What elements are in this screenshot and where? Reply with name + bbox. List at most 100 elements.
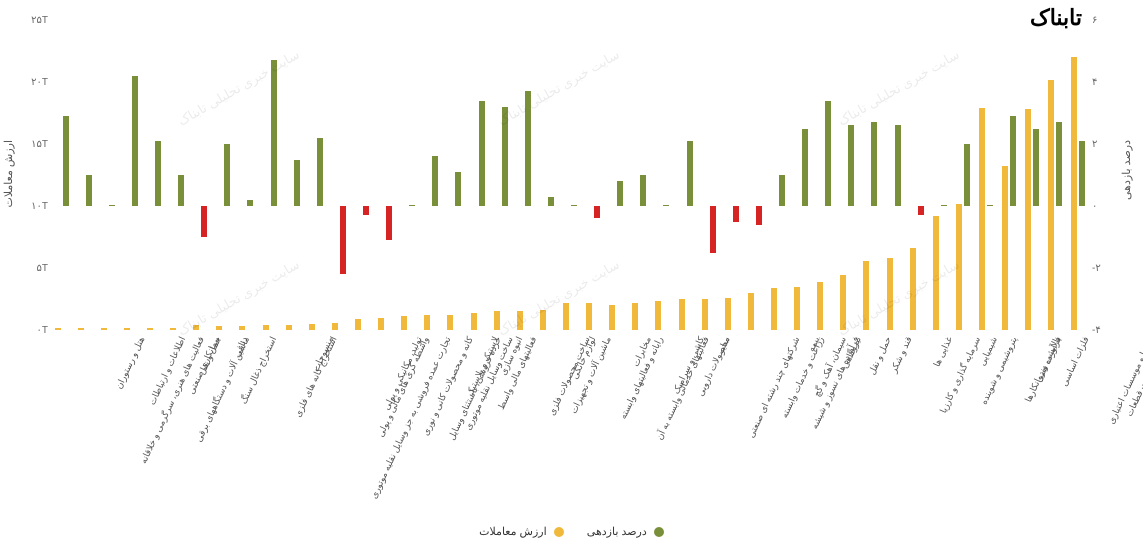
bar-group [724,20,740,330]
bar-group [77,20,93,330]
return-bar [409,205,415,206]
return-bar [63,116,69,206]
x-axis: خودرو و ساخت قطعاتبانکها و موسسات اعتبار… [50,330,1090,500]
return-bar [132,76,138,206]
return-bar [802,129,808,207]
return-bar [1056,122,1062,206]
legend-dot-value [554,527,564,537]
bar-group [747,20,763,330]
value-bar [1048,80,1054,330]
bar-group [562,20,578,330]
bar-group [886,20,902,330]
return-bar [548,197,554,206]
x-category-label: پالایشی و روانکارها [1023,335,1063,404]
x-category-label: غذایی ها [931,335,954,369]
legend-value: ارزش معاملات [479,525,564,538]
return-bar [86,175,92,206]
value-bar [332,323,338,330]
value-bar [748,293,754,330]
bar-group [654,20,670,330]
return-bar [178,175,184,206]
return-bar [918,206,924,215]
value-bar [655,301,661,330]
bar-group [169,20,185,330]
y-right-tick: ۶ [1092,15,1097,26]
bar-group [816,20,832,330]
bar-group [493,20,509,330]
value-bar [632,303,638,330]
bar-group [978,20,994,330]
value-bar [471,313,477,330]
bar-group [585,20,601,330]
return-bar [594,206,600,218]
bar-group [539,20,555,330]
return-bar [247,200,253,206]
x-category-label: استخراج کانه های فلزی [293,335,340,419]
chart-legend: درصد بازدهی ارزش معاملات [0,525,1143,538]
y-left-tick: ۰T [37,325,48,336]
value-bar [840,275,846,330]
bar-group [100,20,116,330]
return-bar [640,175,646,206]
bar-group [446,20,462,330]
bars-container [50,20,1090,330]
legend-value-label: ارزش معاملات [479,526,547,538]
bar-group [1070,20,1086,330]
y-axis-left-label: ارزش معاملات [2,140,15,208]
bar-group [470,20,486,330]
return-bar [502,107,508,206]
bar-group [932,20,948,330]
bar-group [678,20,694,330]
return-bar [779,175,785,206]
y-right-tick: ۴- [1092,325,1101,336]
return-bar [455,172,461,206]
value-bar [563,303,569,330]
bar-group [631,20,647,330]
return-bar [733,206,739,222]
return-bar [571,205,577,206]
return-bar [871,122,877,206]
return-bar [525,91,531,206]
value-bar [794,287,800,330]
return-bar [271,60,277,206]
return-bar [317,138,323,206]
value-bar [517,311,523,330]
value-bar [771,288,777,330]
value-bar [702,299,708,330]
legend-dot-return [654,527,664,537]
return-bar [201,206,207,237]
return-bar [710,206,716,253]
y-axis-left: ۰T۵T۱۰T۱۵T۲۰T۲۵T [20,20,50,330]
value-bar [401,316,407,330]
bar-group [308,20,324,330]
y-left-tick: ۱۵T [31,139,48,150]
bar-group [331,20,347,330]
return-bar [155,141,161,206]
bar-group [377,20,393,330]
x-category-label: فلزات اساسی [1059,335,1092,388]
y-right-tick: ۲ [1092,139,1097,150]
bar-group [1047,20,1063,330]
return-bar [224,144,230,206]
value-bar [447,315,453,330]
legend-return-label: درصد بازدهی [587,526,647,538]
return-bar [479,101,485,206]
legend-return: درصد بازدهی [587,525,664,538]
bar-group [516,20,532,330]
value-bar [540,310,546,330]
bar-group [1001,20,1017,330]
return-bar [687,141,693,206]
return-bar [1079,141,1085,206]
bar-group [608,20,624,330]
return-bar [825,101,831,206]
bar-group [909,20,925,330]
y-left-tick: ۲۰T [31,77,48,88]
bar-group [146,20,162,330]
value-bar [979,108,985,330]
value-bar [1071,57,1077,330]
value-bar [1002,166,1008,330]
bar-group [770,20,786,330]
bar-group [701,20,717,330]
value-bar [1025,109,1031,330]
bar-group [400,20,416,330]
